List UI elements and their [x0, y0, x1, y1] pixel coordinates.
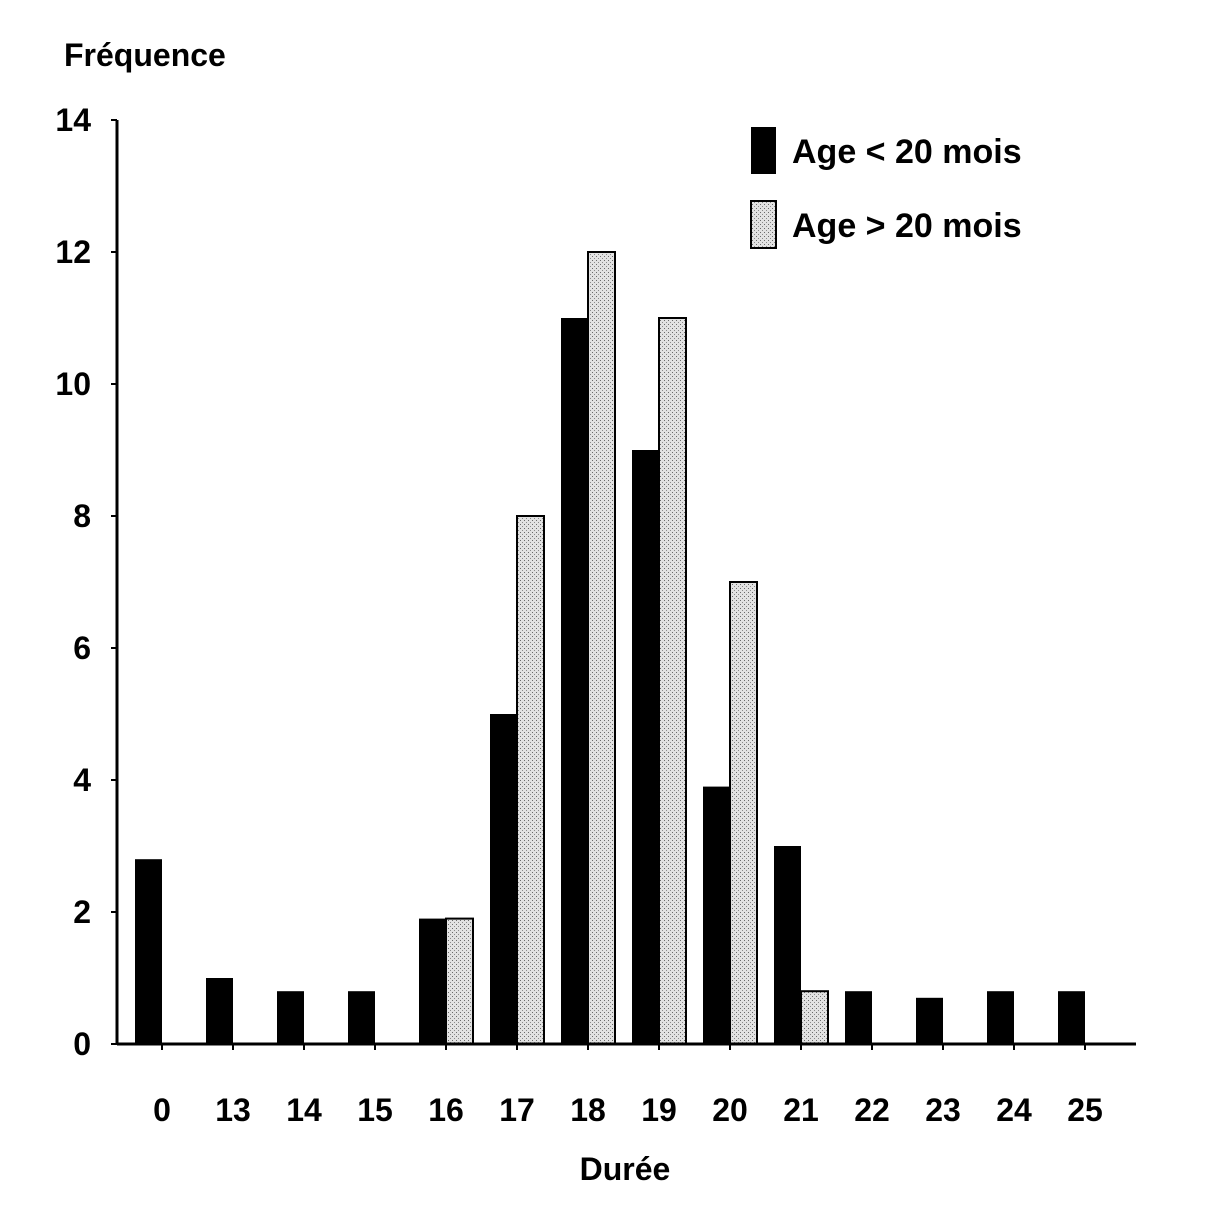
bar-age-over-20-19 — [658, 317, 687, 1045]
x-tick-label: 16 — [428, 1092, 464, 1128]
bar-age-under-20-20 — [703, 786, 730, 1044]
y-tick-label: 2 — [73, 894, 91, 930]
bar-age-under-20-14 — [277, 991, 304, 1044]
bar-age-under-20-16 — [419, 918, 446, 1044]
y-tick-label: 14 — [55, 102, 91, 138]
y-tick-label: 12 — [55, 234, 91, 270]
y-tick-label: 6 — [73, 630, 91, 666]
bar-age-over-20-17 — [516, 515, 545, 1045]
bar-age-over-20-21 — [800, 990, 829, 1046]
x-tick-label: 0 — [153, 1092, 171, 1128]
bar-age-over-20-20 — [729, 581, 758, 1045]
bar-age-under-20-18 — [561, 318, 588, 1044]
bar-age-under-20-23 — [916, 997, 943, 1044]
legend: Age < 20 mois Age > 20 mois — [750, 127, 1022, 249]
bar-age-over-20-18 — [587, 251, 616, 1045]
y-tick-label: 4 — [73, 762, 91, 798]
y-tick-label: 8 — [73, 498, 91, 534]
x-tick-label: 25 — [1067, 1092, 1103, 1128]
legend-label-under-20: Age < 20 mois — [792, 133, 1022, 171]
y-tick-label: 0 — [73, 1026, 91, 1062]
bars-group — [135, 251, 1085, 1046]
x-tick-label: 21 — [783, 1092, 819, 1128]
x-tick-label: 23 — [925, 1092, 961, 1128]
bar-age-under-20-25 — [1058, 991, 1085, 1044]
y-tick-label: 10 — [55, 366, 91, 402]
bar-age-over-20-16 — [445, 917, 474, 1045]
x-axis-label: Durée — [580, 1151, 671, 1187]
bar-age-under-20-13 — [206, 978, 233, 1044]
x-tick-label: 22 — [854, 1092, 890, 1128]
bar-age-under-20-17 — [490, 714, 517, 1044]
x-tick-label: 17 — [499, 1092, 535, 1128]
bar-age-under-20-19 — [632, 450, 659, 1044]
bar-age-under-20-22 — [845, 991, 872, 1044]
y-axis-label: Fréquence — [64, 37, 226, 73]
legend-swatch-over-20 — [750, 200, 777, 249]
x-tick-label: 13 — [215, 1092, 251, 1128]
y-axis-ticks: 0 2 4 6 8 10 12 14 — [55, 102, 117, 1062]
bar-age-under-20-21 — [774, 846, 801, 1044]
x-tick-label: 14 — [286, 1092, 322, 1128]
x-tick-label: 24 — [996, 1092, 1032, 1128]
x-tick-label: 19 — [641, 1092, 677, 1128]
x-tick-label: 20 — [712, 1092, 748, 1128]
legend-label-over-20: Age > 20 mois — [792, 207, 1022, 245]
x-tick-label: 15 — [357, 1092, 393, 1128]
bar-age-under-20-15 — [348, 991, 375, 1044]
bar-age-under-20-0 — [135, 859, 162, 1044]
x-tick-label: 18 — [570, 1092, 606, 1128]
x-axis-ticks: 0 13 14 15 16 17 18 19 20 21 22 23 24 25 — [153, 1044, 1103, 1128]
bar-age-under-20-24 — [987, 991, 1014, 1044]
legend-swatch-under-20 — [751, 127, 776, 174]
